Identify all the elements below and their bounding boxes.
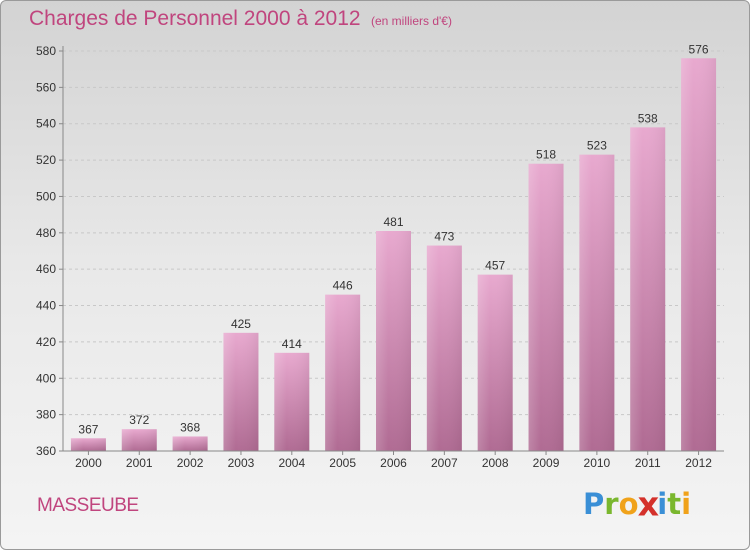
bar-shine	[70, 438, 106, 451]
x-tick-label: 2001	[126, 456, 153, 470]
bar-shine	[528, 163, 564, 451]
y-tick-label: 400	[36, 371, 56, 385]
proxiti-logo: Proxiti	[583, 484, 692, 524]
axis-layer: 360 380 400 420 440 460 480 500 520 540 560 580 2000…	[36, 44, 724, 470]
y-tick-label: 420	[36, 335, 56, 349]
bar-chart: 367372368425414446481473457518523538576 …	[36, 42, 724, 470]
x-tick-label: 2009	[533, 456, 560, 470]
x-tick-label: 2004	[278, 456, 305, 470]
x-tick-label: 2002	[177, 456, 204, 470]
chart-subtitle: (en milliers d'€)	[371, 14, 452, 28]
bar-value-label: 414	[282, 337, 302, 351]
bar-value-label: 446	[333, 279, 353, 293]
bar-shine	[477, 274, 513, 451]
bar-value-label: 425	[231, 317, 251, 331]
bar-value-label: 518	[536, 148, 556, 162]
x-tick-label: 2011	[635, 456, 661, 470]
x-tick-label: 2005	[329, 456, 356, 470]
y-tick-label: 520	[36, 153, 56, 167]
bar-value-label: 473	[434, 230, 454, 244]
logo-letter: i	[657, 487, 668, 521]
bar-layer: 367 372 368 425 414 446 481 473 457 518 523 538 576	[70, 42, 717, 452]
y-tick-label: 560	[36, 80, 56, 94]
bar-value-label: 457	[485, 259, 505, 273]
logo-letter: t	[667, 487, 682, 521]
x-tick-label: 2000	[75, 456, 102, 470]
bar-value-label: 367	[78, 422, 98, 436]
bar-shine	[223, 332, 259, 451]
logo-letter: x	[637, 484, 659, 524]
y-tick-label: 480	[36, 226, 56, 240]
bar-value-label: 538	[638, 111, 658, 125]
logo-letter: o	[618, 487, 639, 521]
x-tick-label: 2012	[685, 456, 712, 470]
y-tick-label: 500	[36, 189, 56, 203]
y-tick-label: 540	[36, 117, 56, 131]
y-tick-label: 580	[36, 44, 56, 58]
bar-shine	[630, 127, 666, 451]
x-tick-label: 2007	[431, 456, 458, 470]
bar-shine	[426, 245, 462, 451]
region-name: MASSEUBE	[37, 495, 139, 516]
y-tick-label: 360	[36, 444, 56, 458]
x-tick-label: 2008	[482, 456, 509, 470]
x-tick-label: 2010	[584, 456, 611, 470]
chart-title: Charges de Personnel 2000 à 2012	[29, 7, 361, 30]
bar-shine	[681, 58, 717, 451]
bar-shine	[325, 294, 361, 451]
y-tick-label: 460	[36, 262, 56, 276]
y-tick-label: 440	[36, 299, 56, 313]
y-tick-label: 380	[36, 408, 56, 422]
bar-shine	[172, 436, 208, 451]
bar-shine	[274, 352, 310, 451]
logo-letter: i	[681, 487, 692, 521]
bar-shine	[121, 429, 157, 451]
bar-shine	[376, 231, 411, 451]
logo-letter: r	[604, 487, 619, 521]
bar-value-label: 372	[129, 413, 149, 427]
x-tick-label: 2006	[380, 456, 407, 470]
bar-value-label: 481	[383, 215, 403, 229]
bar-value-label: 368	[180, 420, 200, 434]
bar-shine	[579, 154, 615, 452]
bar-value-label: 523	[587, 139, 607, 153]
logo-letter: P	[583, 487, 605, 521]
bar-value-label: 576	[689, 42, 709, 56]
x-tick-label: 2003	[228, 456, 255, 470]
